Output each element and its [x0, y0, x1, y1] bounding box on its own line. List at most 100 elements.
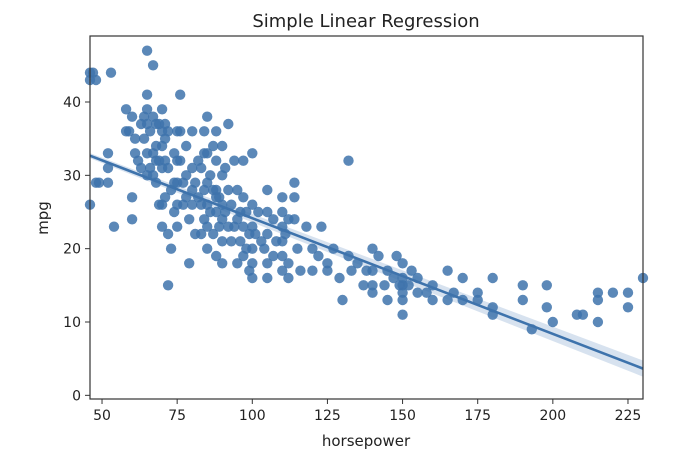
data-point	[202, 221, 213, 232]
data-point	[93, 177, 105, 188]
data-point	[220, 162, 231, 174]
data-point	[205, 170, 216, 181]
data-point	[295, 265, 306, 276]
data-point	[217, 140, 228, 152]
data-point	[622, 287, 634, 298]
x-tick-label: 225	[615, 408, 642, 424]
data-point	[283, 272, 294, 284]
data-point	[123, 126, 135, 137]
data-point	[235, 236, 246, 247]
data-point	[247, 148, 258, 159]
data-point	[421, 287, 432, 298]
data-point	[223, 184, 234, 196]
data-point	[367, 287, 378, 298]
data-point	[517, 294, 528, 306]
data-point	[592, 294, 604, 306]
data-point	[592, 316, 604, 328]
data-point	[90, 74, 102, 86]
regression-line	[89, 154, 644, 370]
data-point	[208, 228, 219, 240]
data-point	[379, 280, 390, 291]
data-point	[247, 243, 258, 254]
data-point	[105, 67, 117, 78]
data-point	[184, 214, 195, 225]
data-point	[367, 280, 378, 291]
data-point	[102, 148, 114, 159]
data-point	[187, 162, 198, 174]
data-point	[367, 243, 378, 254]
data-point	[175, 89, 186, 100]
data-point	[334, 272, 345, 284]
data-point	[292, 243, 303, 254]
data-point	[388, 272, 399, 284]
x-axis-label: horsepower	[322, 432, 411, 450]
data-point	[343, 155, 354, 166]
data-point	[289, 177, 300, 188]
data-point	[472, 287, 483, 298]
y-tick-label: 40	[63, 95, 81, 111]
data-point	[592, 287, 604, 298]
data-point	[217, 258, 228, 269]
data-point	[238, 155, 249, 166]
plot-frame	[89, 35, 644, 400]
data-point	[412, 287, 423, 298]
data-point	[211, 250, 222, 262]
data-point	[247, 199, 258, 210]
data-point	[156, 221, 168, 232]
data-point	[289, 214, 300, 225]
y-tick-label: 30	[63, 168, 81, 184]
data-point	[541, 280, 552, 291]
y-axis-label: mpg	[34, 201, 52, 235]
data-point	[262, 184, 273, 196]
data-point	[226, 199, 237, 210]
data-point	[181, 140, 192, 152]
x-tick-label: 150	[389, 408, 416, 424]
data-point	[211, 206, 222, 218]
x-tick-label: 200	[539, 408, 566, 424]
data-point	[187, 126, 198, 137]
data-point	[202, 243, 213, 254]
data-point	[262, 272, 273, 284]
data-point	[322, 265, 333, 276]
data-point	[373, 250, 384, 262]
data-point	[202, 111, 213, 122]
data-point	[226, 236, 237, 247]
data-point	[301, 221, 312, 232]
data-point	[102, 162, 114, 174]
data-point	[102, 177, 114, 188]
data-point	[141, 89, 153, 100]
data-point	[277, 192, 288, 203]
data-point	[307, 243, 318, 254]
data-point	[162, 280, 174, 291]
data-point	[517, 280, 528, 291]
data-point	[223, 118, 234, 130]
data-point	[577, 309, 589, 320]
data-point	[397, 287, 408, 298]
data-point	[442, 294, 453, 306]
data-point	[172, 221, 183, 232]
data-point	[406, 265, 417, 276]
data-point	[283, 258, 294, 269]
data-point	[184, 258, 195, 269]
data-point	[289, 192, 300, 203]
data-point	[607, 287, 619, 298]
data-point	[322, 258, 333, 269]
data-point	[181, 170, 192, 181]
data-point	[187, 199, 198, 210]
regression-line-group	[89, 154, 644, 370]
data-point	[238, 221, 249, 232]
chart-title: Simple Linear Regression	[252, 11, 479, 32]
data-point	[135, 162, 147, 174]
data-point	[247, 272, 258, 284]
data-point	[427, 294, 438, 306]
x-axis: 50 75 100 125 150 175 200 225	[93, 399, 641, 424]
data-point	[162, 228, 174, 240]
y-tick-label: 10	[63, 315, 81, 331]
data-point	[316, 221, 327, 232]
data-point	[211, 155, 222, 166]
data-point	[367, 265, 378, 276]
data-point	[141, 104, 153, 115]
data-point	[397, 294, 408, 306]
data-point	[208, 140, 219, 152]
